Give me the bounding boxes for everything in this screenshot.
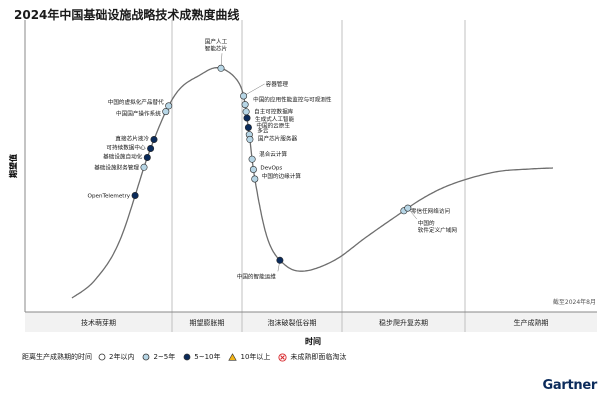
technology-label: 混合云计算 bbox=[259, 150, 287, 158]
phase-band: 技术萌芽期 期望膨胀期 泡沫破裂低谷期 稳步爬升复苏期 生产成熟期 bbox=[25, 20, 597, 332]
label-leader bbox=[243, 83, 265, 97]
technology-marker[interactable] bbox=[276, 256, 284, 264]
technology-label-line: 中国的 bbox=[418, 219, 435, 227]
legend-item-2to5: 2~5年 bbox=[142, 352, 175, 362]
technology-marker[interactable] bbox=[249, 166, 257, 174]
technology-label: 中国的边缘计算 bbox=[262, 172, 302, 180]
technology-marker[interactable] bbox=[150, 136, 158, 144]
technology-marker[interactable] bbox=[242, 108, 250, 116]
technology-label-line: 智能芯片 bbox=[205, 44, 228, 52]
technology-marker[interactable] bbox=[143, 154, 151, 162]
legend-label: 5~10年 bbox=[194, 353, 221, 361]
technology-label: 国产芯片服务器 bbox=[258, 134, 298, 142]
technology-label: 容器管理 bbox=[266, 80, 289, 88]
technology-label: 自主可控数据库 bbox=[254, 108, 294, 116]
legend-label: 10年以上 bbox=[240, 353, 271, 361]
technology-label: 中国的软件定义广域网 bbox=[418, 219, 458, 234]
legend: 距离生产成熟期的时间 2年以内 2~5年 5~10年 10年以上 未成熟即面临淘… bbox=[22, 352, 354, 362]
phase-label: 技术萌芽期 bbox=[81, 318, 116, 327]
technology-label: 生成式人工智能 bbox=[255, 115, 295, 123]
technology-label: 中国国产操作系统 bbox=[116, 110, 161, 118]
gartner-logo: Gartner bbox=[542, 378, 598, 393]
phase-band-bg bbox=[25, 312, 597, 332]
technology-label: 零信任网络访问 bbox=[411, 207, 451, 215]
technology-marker[interactable] bbox=[244, 124, 252, 132]
technology-label: 国产人工智能芯片 bbox=[205, 37, 228, 52]
technology-marker[interactable] bbox=[131, 192, 139, 200]
circle-white-icon bbox=[98, 353, 106, 361]
hype-curve bbox=[71, 66, 553, 299]
technology-label: DevOps bbox=[260, 166, 282, 172]
technology-label: 中国的智能运维 bbox=[237, 272, 277, 280]
x-circle-red-icon bbox=[278, 352, 287, 362]
technology-label: 直接芯片液冷 bbox=[115, 135, 149, 143]
technology-label: 基础设施财务管理 bbox=[94, 163, 139, 171]
technology-markers bbox=[131, 64, 412, 264]
technology-marker[interactable] bbox=[251, 175, 259, 183]
phase-label: 期望膨胀期 bbox=[190, 318, 225, 327]
technology-marker[interactable] bbox=[243, 114, 251, 122]
legend-label: 未成熟即面临淘汰 bbox=[290, 353, 347, 361]
technology-label: 中国的云原生 bbox=[256, 122, 290, 130]
technology-marker[interactable] bbox=[246, 135, 254, 143]
technology-marker[interactable] bbox=[404, 204, 412, 212]
chart-axes bbox=[24, 20, 597, 313]
label-leaders bbox=[220, 53, 418, 272]
x-axis-label: 时间 bbox=[305, 336, 321, 346]
legend-label: 2年以内 bbox=[109, 353, 135, 361]
technology-labels: OpenTelemetry 基础设施财务管理 基础设施自动化可持续数据中心直接芯片液… bbox=[88, 37, 458, 280]
technology-marker[interactable] bbox=[240, 92, 248, 100]
technology-label: 基础设施自动化 bbox=[103, 153, 143, 161]
legend-item-lt2: 2年以内 bbox=[98, 352, 134, 362]
technology-label: 中国的应用性能监控与可观测性 bbox=[253, 96, 332, 104]
phase-label: 稳步爬升复苏期 bbox=[379, 318, 428, 327]
as-of-note: 截至2024年8月 bbox=[553, 298, 596, 306]
technology-marker[interactable] bbox=[248, 155, 256, 163]
technology-label: 中国的虚拟化产品替代 bbox=[108, 98, 164, 106]
technology-marker[interactable] bbox=[147, 145, 155, 153]
legend-title: 距离生产成熟期的时间 bbox=[22, 353, 92, 361]
phase-label: 生产成熟期 bbox=[514, 318, 549, 327]
technology-label-line: 软件定义广域网 bbox=[418, 226, 458, 234]
technology-label: OpenTelemetry bbox=[88, 194, 131, 200]
technology-label-line: 国产人工 bbox=[205, 37, 228, 45]
legend-item-obsolete: 未成熟即面临淘汰 bbox=[278, 352, 346, 362]
circle-navy-icon bbox=[183, 353, 191, 361]
chart-title: 2024年中国基础设施战略技术成熟度曲线 bbox=[14, 8, 240, 22]
technology-marker[interactable] bbox=[162, 108, 170, 116]
triangle-yellow-icon bbox=[228, 353, 238, 361]
technology-marker[interactable] bbox=[140, 163, 148, 171]
y-axis-label: 期望值 bbox=[8, 154, 18, 178]
technology-label: 多云 bbox=[257, 127, 269, 135]
technology-marker[interactable] bbox=[165, 102, 173, 110]
technology-label: 可持续数据中心 bbox=[106, 144, 146, 152]
legend-label: 2~5年 bbox=[153, 353, 176, 361]
legend-item-5to10: 5~10年 bbox=[183, 352, 220, 362]
phase-label: 泡沫破裂低谷期 bbox=[268, 318, 317, 327]
technology-marker[interactable] bbox=[217, 64, 225, 72]
circle-lightblue-icon bbox=[143, 353, 150, 361]
technology-marker[interactable] bbox=[241, 101, 249, 109]
legend-item-gt10: 10年以上 bbox=[228, 352, 270, 362]
